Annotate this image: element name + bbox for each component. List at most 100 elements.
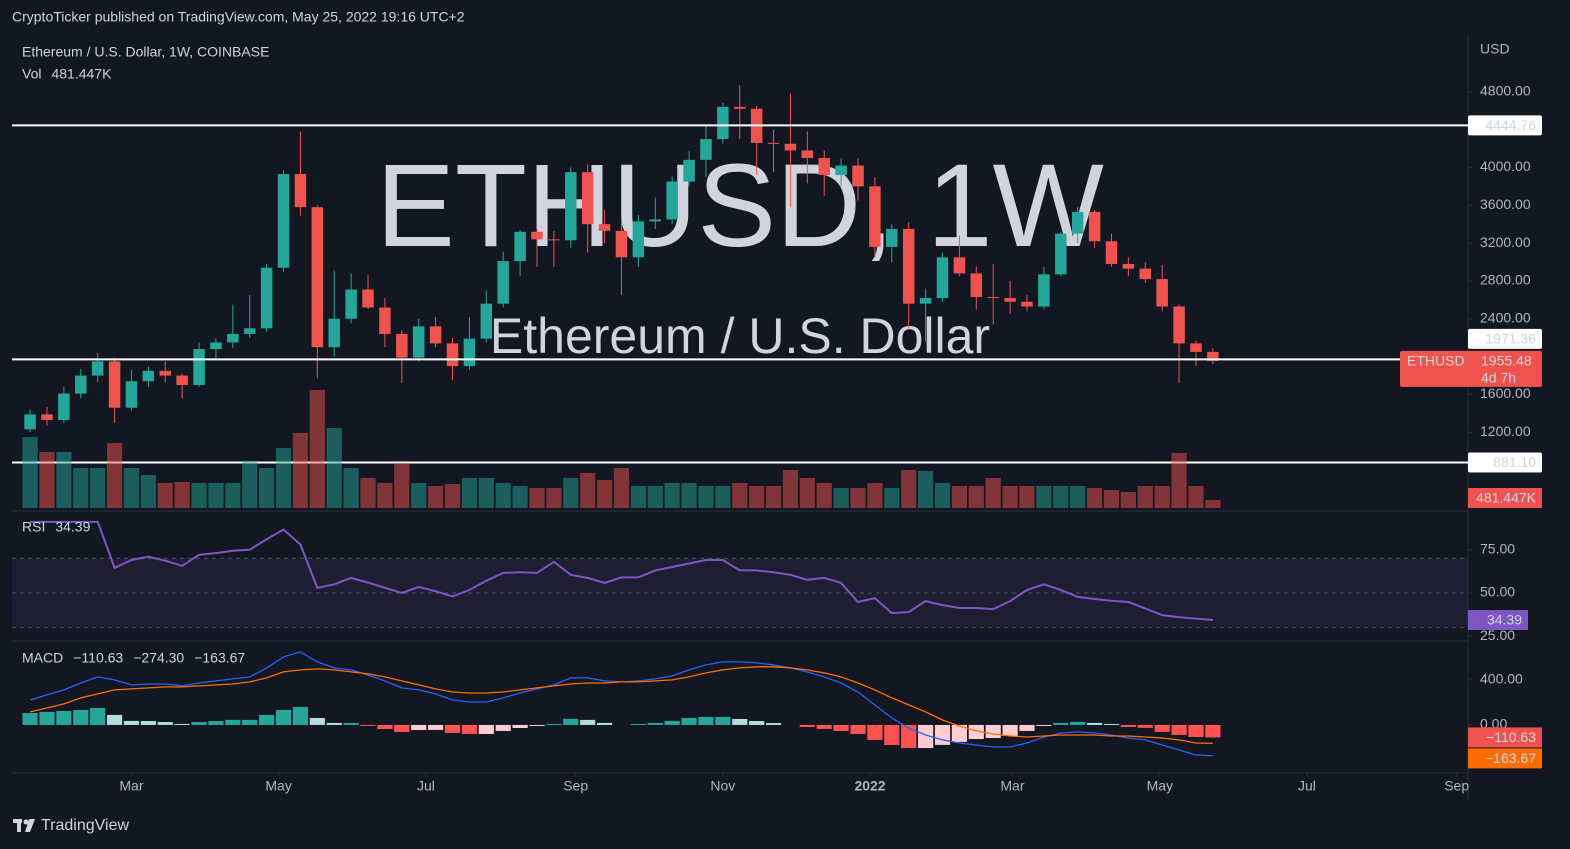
macd-histogram-bar [478,724,494,734]
volume-bar [529,488,545,508]
macd-histogram-bar [106,714,123,725]
candle-body [970,273,983,298]
macd-line [29,666,1213,745]
macd-histogram-bar [715,716,731,725]
candle-body [615,230,628,258]
volume-bar [1103,490,1120,508]
volume-bar [73,468,89,508]
macd-legend-name: MACD [22,650,63,666]
candle-body [345,289,357,319]
watermark: ETHUSD, 1W [376,140,1104,272]
volume-bar [732,483,748,508]
volume-axis-label: 481.447K [1476,490,1537,506]
volume-bar [1086,488,1103,508]
candle-body [1139,268,1152,280]
x-tick-label: Mar [1000,778,1024,794]
macd-histogram-bar [242,719,258,725]
candle-body [260,267,273,329]
macd-histogram-bar [732,718,748,725]
volume-bar [1171,453,1187,508]
volume-bar [918,471,934,508]
x-tick-label: Sep [1444,778,1469,794]
y-tick-label: 1600.00 [1480,385,1531,401]
volume-bar [867,483,883,508]
candle-body [142,370,155,382]
macd-histogram-bar [275,709,292,725]
macd-histogram-bar [56,710,72,725]
macd-histogram-bar [884,724,900,745]
candle-body [125,381,138,408]
rsi-legend-value: 34.39 [55,519,90,535]
candle-body [565,172,577,241]
macd-histogram-bar [765,723,782,725]
y-tick-label: 3600.00 [1480,196,1531,212]
macd-histogram-bar [428,724,444,730]
macd-histogram-bar [1137,724,1153,728]
rsi-legend-name: RSI [22,519,45,535]
volume-bar [208,483,224,508]
volume-bar [580,473,596,508]
volume-bar [850,488,866,508]
candle-body [91,361,104,376]
macd-histogram-bar [799,724,815,727]
volume-bar [360,478,376,508]
volume-bar [191,483,207,508]
macd-histogram-bar [563,718,579,725]
candle-body [649,219,662,222]
volume-bar [1053,486,1069,508]
candle-body [75,375,87,394]
volume-bar [901,470,917,508]
candle-body [497,261,509,304]
x-tick-label: Nov [710,778,735,794]
candle-body [1190,343,1202,352]
candle-body [784,143,797,151]
macd-histogram-bar [444,724,461,733]
candle-body [396,333,408,358]
footer-brand: TradingView [41,817,129,834]
volume-bar [225,483,241,508]
volume-bar [596,480,613,508]
candle-body [598,224,611,231]
candle-body [379,307,391,334]
candle-body [1156,279,1168,307]
volume-bar [1036,486,1052,508]
candle-body [1004,297,1016,302]
macd-histogram-bar [901,724,917,749]
volume-bar [394,463,410,508]
currency: USD [1480,41,1510,57]
candle-body [1122,263,1135,269]
candle-body [193,349,205,386]
volume-bar [833,488,849,508]
candle-body [987,297,999,299]
volume-bar [106,443,123,508]
volume-bar [630,486,646,508]
macd-histogram-bar [495,724,511,731]
volume-bar [123,468,140,508]
y-tick-label: 2400.00 [1480,310,1531,326]
macd-histogram-bar [681,717,697,725]
y-tick-label: 50.00 [1480,584,1515,600]
macd-histogram-bar [664,720,680,725]
macd-histogram-bar [174,723,190,725]
candle-body [683,159,695,182]
candle-body [311,207,324,348]
volume-bar [698,486,714,508]
macd-histogram-bar [360,724,376,726]
candle-body [210,342,222,350]
candle-body [700,139,712,160]
candle-body [1021,301,1033,307]
volume-bar [563,478,579,508]
volume-bar [816,483,832,508]
x-tick-label: May [265,778,291,794]
macd-histogram-bar [1154,724,1170,732]
volume-bar [934,483,951,508]
candle-body [835,165,847,176]
macd-histogram-bar [596,722,613,725]
volume-bar [985,478,1001,508]
candle-body [277,174,290,268]
macd-histogram-axis-label-box [1468,727,1542,748]
volume-bar [782,470,799,508]
volume-bar [39,452,55,508]
volume-bar [1019,486,1035,508]
